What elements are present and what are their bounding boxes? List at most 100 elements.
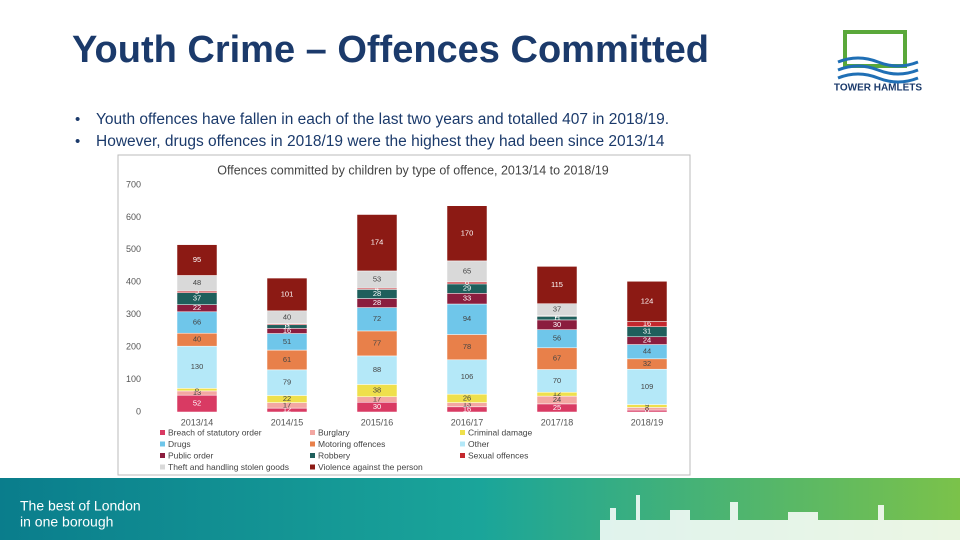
legend-swatch <box>310 441 315 447</box>
data-label: 78 <box>463 342 471 351</box>
data-label: 70 <box>553 376 561 385</box>
data-label: 16 <box>463 404 471 413</box>
bar-segment <box>446 359 488 395</box>
data-label: 44 <box>643 347 651 356</box>
data-label: 28 <box>373 289 381 298</box>
legend-swatch <box>310 464 315 470</box>
logo-text: TOWER HAMLETS <box>834 83 922 94</box>
legend-swatch <box>160 441 165 447</box>
data-label: 106 <box>461 372 474 381</box>
data-label: 95 <box>193 255 201 264</box>
data-label: 72 <box>373 314 381 323</box>
data-label: 37 <box>553 305 561 314</box>
tagline: in one borough <box>20 514 113 530</box>
data-label: 5 <box>195 287 199 296</box>
legend-label: Drugs <box>168 439 191 449</box>
legend-label: Robbery <box>318 450 351 460</box>
legend-swatch <box>460 453 465 458</box>
data-label: 115 <box>551 280 563 289</box>
data-label: 40 <box>283 312 291 321</box>
tagline: The best of London <box>20 498 141 514</box>
y-tick-label: 700 <box>126 179 141 189</box>
legend-swatch <box>310 430 315 435</box>
data-label: 174 <box>371 238 384 247</box>
legend-label: Public order <box>168 450 214 460</box>
bar-segment <box>626 281 668 322</box>
data-label: 16 <box>643 319 651 328</box>
data-label: 29 <box>463 284 471 293</box>
data-label: 12 <box>283 405 291 414</box>
data-label: 16 <box>283 326 291 335</box>
legend-label: Breach of statutory order <box>168 427 262 437</box>
data-label: 124 <box>641 296 654 305</box>
x-tick-label: 2015/16 <box>361 417 394 427</box>
skyline <box>600 495 960 540</box>
legend-swatch <box>310 453 315 458</box>
data-label: 26 <box>463 393 471 402</box>
data-label: 6 <box>465 278 469 287</box>
data-label: 28 <box>373 298 381 307</box>
data-label: 109 <box>641 382 654 391</box>
legend-label: Violence against the person <box>318 462 423 472</box>
data-label: 9 <box>645 401 649 410</box>
data-label: 88 <box>373 365 381 374</box>
legend-label: Theft and handling stolen goods <box>168 462 289 472</box>
bar-segment <box>266 369 308 396</box>
data-label: 12 <box>553 389 561 398</box>
bullet: • <box>75 133 80 150</box>
bar-segment <box>176 244 218 276</box>
bar-segment <box>536 266 578 304</box>
y-tick-label: 200 <box>126 342 141 352</box>
data-label: 33 <box>463 294 471 303</box>
data-label: 40 <box>193 335 201 344</box>
data-label: 101 <box>281 289 294 298</box>
logo: TOWER HAMLETS <box>834 30 922 94</box>
legend-swatch <box>160 453 165 458</box>
data-label: 130 <box>191 362 204 371</box>
bar-segment <box>446 205 488 262</box>
data-label: 67 <box>553 354 561 363</box>
x-tick-label: 2018/19 <box>631 417 664 427</box>
legend-label: Other <box>468 439 489 449</box>
data-label: 24 <box>553 395 561 404</box>
bullet: • <box>75 111 80 128</box>
legend-label: Burglary <box>318 427 350 437</box>
data-label: 79 <box>283 378 291 387</box>
data-label: 37 <box>193 294 201 303</box>
x-tick-label: 2016/17 <box>451 417 484 427</box>
bar-segment <box>356 355 398 385</box>
legend-swatch <box>160 430 165 435</box>
y-tick-label: 600 <box>126 212 141 222</box>
data-label: 56 <box>553 334 561 343</box>
legend-label: Criminal damage <box>468 427 533 437</box>
bullet-text: Youth offences have fallen in each of th… <box>96 111 669 128</box>
y-tick-label: 400 <box>126 277 141 287</box>
data-label: 51 <box>283 337 291 346</box>
data-label: 17 <box>283 400 291 409</box>
legend-swatch <box>460 441 465 447</box>
y-tick-label: 100 <box>126 374 141 384</box>
data-label: 8 <box>195 385 199 394</box>
data-label: 65 <box>463 266 471 275</box>
data-label: 77 <box>373 338 381 347</box>
data-label: 32 <box>643 359 651 368</box>
data-label: 66 <box>193 317 201 326</box>
legend-swatch <box>460 430 465 435</box>
data-label: 13 <box>193 388 201 397</box>
x-tick-label: 2014/15 <box>271 417 304 427</box>
x-tick-label: 2017/18 <box>541 417 574 427</box>
bar-segment <box>446 334 488 361</box>
data-label: 38 <box>373 386 381 395</box>
bullet-text: However, drugs offences in 2018/19 were … <box>96 133 665 150</box>
bar-segment <box>266 277 308 312</box>
slide-title: Youth Crime – Offences Committed <box>72 29 709 71</box>
legend-swatch <box>160 464 165 470</box>
y-tick-label: 0 <box>136 406 141 416</box>
bar-segment <box>356 214 398 272</box>
data-label: 17 <box>373 394 381 403</box>
data-label: 25 <box>553 403 561 412</box>
data-label: 53 <box>373 275 381 284</box>
data-label: 31 <box>643 327 651 336</box>
